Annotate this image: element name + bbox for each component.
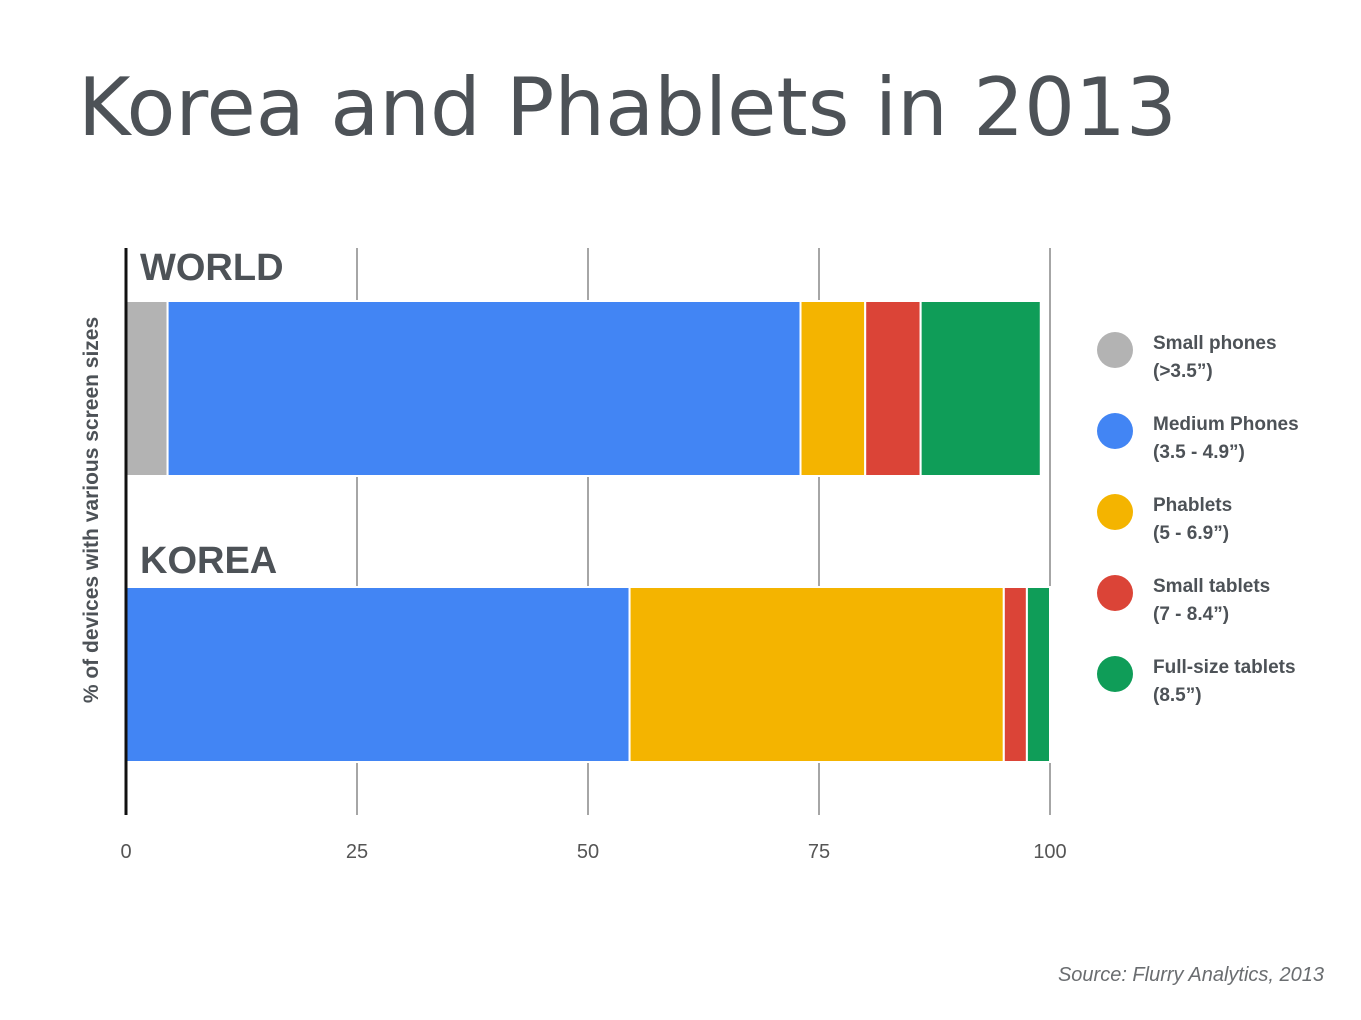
legend-swatch: [1097, 413, 1133, 449]
chart-legend: Small phones (>3.5”) Medium Phones (3.5 - 4…: [1096, 330, 1346, 735]
legend-text: Phablets (5 - 6.9”): [1153, 492, 1232, 548]
source-note: Source: Flurry Analytics, 2013: [1057, 964, 1324, 986]
legend-item-medium-phones: Medium Phones (3.5 - 4.9”): [1096, 411, 1346, 492]
legend-series-name: Small tablets: [1153, 576, 1271, 597]
bar-korea-phablets: [628, 586, 1005, 763]
category-label-world: WORLD: [140, 247, 284, 289]
legend-series-name: Small phones: [1153, 333, 1277, 354]
x-tick-label-50: 50: [577, 841, 599, 863]
legend-series-name: Medium Phones: [1153, 414, 1299, 435]
bar-world-small-phones: [125, 300, 169, 477]
y-axis-label: % of devices with various screen sizes: [80, 316, 103, 704]
legend-series-name: Phablets: [1153, 495, 1233, 516]
legend-series-size-range: (8.5”): [1153, 685, 1202, 706]
x-tick-label-75: 75: [808, 841, 830, 863]
legend-series-name: Full-size tablets: [1153, 657, 1296, 678]
legend-text: Small tablets (7 - 8.4”): [1153, 573, 1270, 629]
legend-swatch: [1097, 494, 1133, 530]
legend-item-phablets: Phablets (5 - 6.9”): [1096, 492, 1346, 573]
bar-korea-small-tablets: [1002, 586, 1028, 763]
x-tick-label-0: 0: [120, 841, 131, 863]
legend-swatch: [1097, 575, 1133, 611]
legend-series-size-range: (3.5 - 4.9”): [1153, 442, 1245, 463]
bar-world-small-tablets: [864, 300, 922, 477]
bar-world-full-size-tablets: [919, 300, 1042, 477]
legend-item-full-size-tablets: Full-size tablets (8.5”): [1096, 654, 1346, 735]
bar-world-medium-phones: [166, 300, 802, 477]
legend-text: Medium Phones (3.5 - 4.9”): [1153, 411, 1299, 467]
legend-series-size-range: (>3.5”): [1153, 361, 1213, 382]
page-title: Korea and Phablets in 2013: [78, 61, 1177, 154]
bar-world-phablets: [799, 300, 867, 477]
legend-text: Full-size tablets (8.5”): [1153, 654, 1296, 710]
legend-swatch: [1097, 332, 1133, 368]
x-tick-label-100: 100: [1033, 841, 1066, 863]
bar-korea-full-size-tablets: [1025, 586, 1052, 763]
legend-item-small-phones: Small phones (>3.5”): [1096, 330, 1346, 411]
legend-item-small-tablets: Small tablets (7 - 8.4”): [1096, 573, 1346, 654]
legend-text: Small phones (>3.5”): [1153, 330, 1277, 386]
legend-series-size-range: (5 - 6.9”): [1153, 523, 1230, 544]
bar-korea-medium-phones: [125, 586, 631, 763]
x-tick-label-25: 25: [346, 841, 368, 863]
legend-swatch: [1097, 656, 1133, 692]
category-label-korea: KOREA: [140, 540, 277, 582]
legend-series-size-range: (7 - 8.4”): [1153, 604, 1230, 625]
